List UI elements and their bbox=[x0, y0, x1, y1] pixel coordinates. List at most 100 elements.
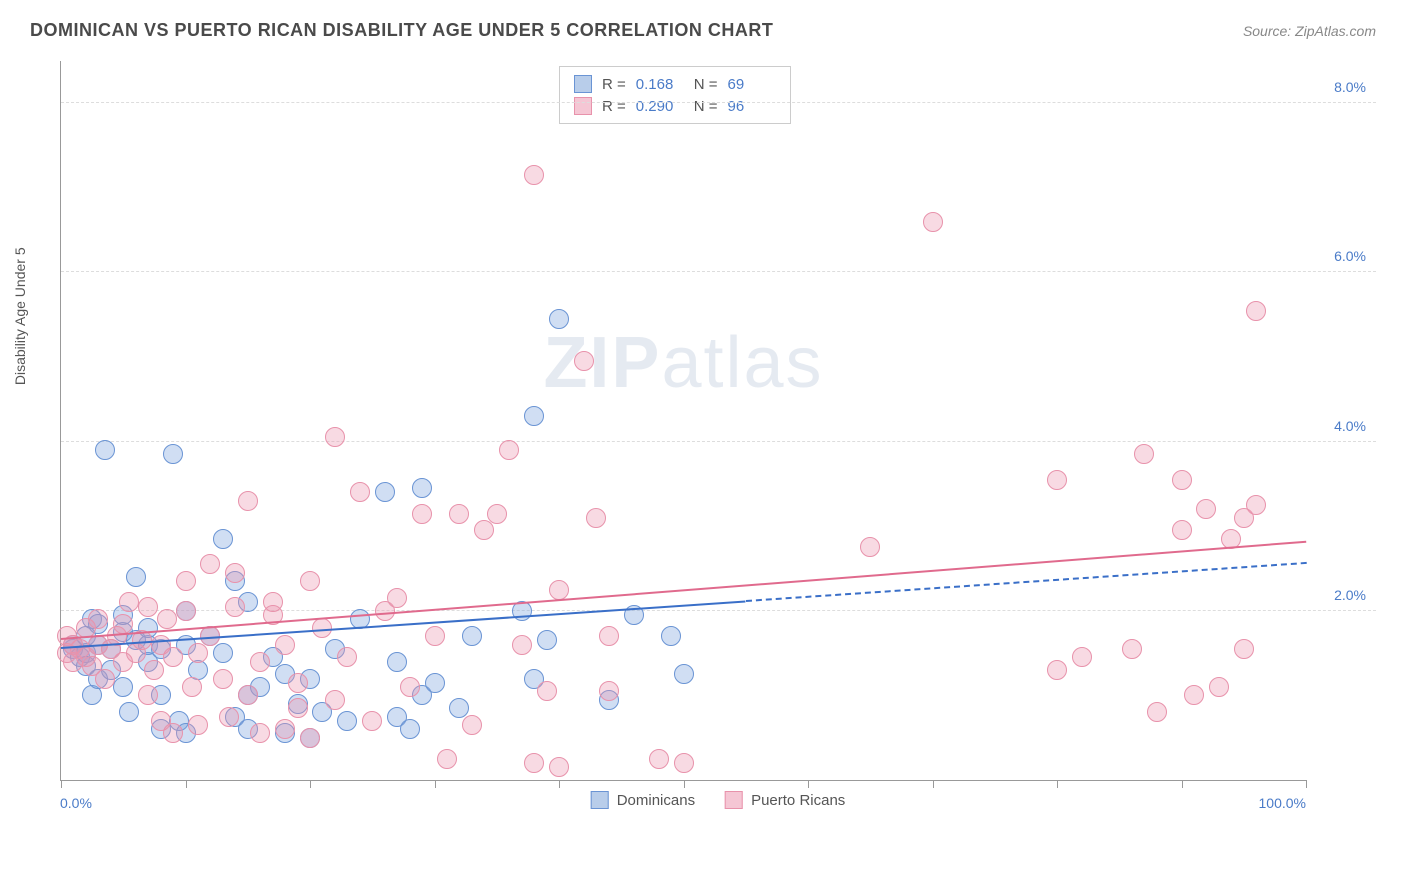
scatter-point bbox=[425, 673, 445, 693]
scatter-point bbox=[400, 719, 420, 739]
stat-n-value: 96 bbox=[728, 98, 776, 115]
x-max-label: 100.0% bbox=[1259, 795, 1306, 811]
scatter-point bbox=[176, 571, 196, 591]
source-attribution: Source: ZipAtlas.com bbox=[1243, 23, 1376, 39]
scatter-point bbox=[487, 504, 507, 524]
scatter-point bbox=[337, 647, 357, 667]
scatter-point bbox=[250, 723, 270, 743]
scatter-point bbox=[138, 685, 158, 705]
stat-r-label: R = bbox=[602, 76, 626, 93]
scatter-point bbox=[350, 482, 370, 502]
scatter-point bbox=[188, 643, 208, 663]
scatter-point bbox=[649, 749, 669, 769]
gridline bbox=[61, 610, 1376, 611]
scatter-point bbox=[549, 757, 569, 777]
stat-n-label: N = bbox=[694, 76, 718, 93]
y-axis-label: Disability Age Under 5 bbox=[12, 247, 28, 385]
scatter-point bbox=[163, 723, 183, 743]
scatter-point bbox=[499, 440, 519, 460]
scatter-point bbox=[474, 520, 494, 540]
scatter-point bbox=[375, 482, 395, 502]
scatter-point bbox=[400, 677, 420, 697]
scatter-point bbox=[238, 491, 258, 511]
scatter-point bbox=[661, 626, 681, 646]
scatter-point bbox=[923, 212, 943, 232]
y-tick-label: 6.0% bbox=[1334, 248, 1366, 264]
scatter-point bbox=[188, 715, 208, 735]
stat-r-value: 0.290 bbox=[636, 98, 684, 115]
scatter-point bbox=[437, 749, 457, 769]
x-tick bbox=[186, 780, 187, 788]
scatter-point bbox=[537, 630, 557, 650]
scatter-point bbox=[275, 635, 295, 655]
scatter-point bbox=[1246, 301, 1266, 321]
scatter-point bbox=[412, 504, 432, 524]
scatter-point bbox=[1172, 520, 1192, 540]
scatter-point bbox=[537, 681, 557, 701]
scatter-point bbox=[674, 753, 694, 773]
scatter-point bbox=[549, 580, 569, 600]
scatter-point bbox=[88, 609, 108, 629]
x-tick bbox=[1182, 780, 1183, 788]
stats-swatch bbox=[574, 97, 592, 115]
scatter-point bbox=[225, 563, 245, 583]
scatter-point bbox=[425, 626, 445, 646]
x-tick bbox=[310, 780, 311, 788]
scatter-point bbox=[325, 690, 345, 710]
scatter-point bbox=[1209, 677, 1229, 697]
scatter-point bbox=[275, 719, 295, 739]
plot-area: ZIPatlas R =0.168N =69R =0.290N =96 2.0%… bbox=[60, 61, 1306, 781]
scatter-point bbox=[1147, 702, 1167, 722]
scatter-point bbox=[674, 664, 694, 684]
scatter-point bbox=[119, 702, 139, 722]
scatter-point bbox=[549, 309, 569, 329]
scatter-point bbox=[524, 753, 544, 773]
scatter-point bbox=[1122, 639, 1142, 659]
scatter-point bbox=[1134, 444, 1154, 464]
stat-n-value: 69 bbox=[728, 76, 776, 93]
stats-row: R =0.290N =96 bbox=[574, 95, 776, 117]
scatter-point bbox=[1172, 470, 1192, 490]
scatter-point bbox=[1047, 660, 1067, 680]
bottom-legend: Dominicans Puerto Ricans bbox=[591, 791, 846, 809]
stats-row: R = 0.168 N = 69 bbox=[574, 73, 776, 95]
scatter-point bbox=[213, 669, 233, 689]
scatter-point bbox=[126, 567, 146, 587]
scatter-point bbox=[462, 626, 482, 646]
y-tick-label: 2.0% bbox=[1334, 587, 1366, 603]
scatter-point bbox=[138, 597, 158, 617]
scatter-point bbox=[213, 529, 233, 549]
scatter-point bbox=[113, 677, 133, 697]
scatter-point bbox=[1234, 639, 1254, 659]
scatter-point bbox=[512, 635, 532, 655]
x-tick bbox=[61, 780, 62, 788]
scatter-point bbox=[325, 427, 345, 447]
scatter-point bbox=[362, 711, 382, 731]
scatter-point bbox=[1184, 685, 1204, 705]
header: DOMINICAN VS PUERTO RICAN DISABILITY AGE… bbox=[0, 0, 1406, 51]
stats-legend-box: R = 0.168 N = 69 R =0.290N =96 bbox=[559, 66, 791, 124]
scatter-point bbox=[387, 652, 407, 672]
scatter-point bbox=[300, 728, 320, 748]
scatter-point bbox=[250, 652, 270, 672]
source-link[interactable]: ZipAtlas.com bbox=[1295, 23, 1376, 39]
scatter-point bbox=[144, 660, 164, 680]
trend-line-dashed bbox=[746, 562, 1306, 602]
scatter-point bbox=[524, 406, 544, 426]
scatter-point bbox=[1196, 499, 1216, 519]
x-tick bbox=[559, 780, 560, 788]
scatter-point bbox=[288, 673, 308, 693]
scatter-point bbox=[182, 677, 202, 697]
y-tick-label: 8.0% bbox=[1334, 79, 1366, 95]
x-tick bbox=[1057, 780, 1058, 788]
scatter-point bbox=[387, 588, 407, 608]
scatter-point bbox=[263, 592, 283, 612]
scatter-point bbox=[524, 165, 544, 185]
swatch-puerto-ricans bbox=[725, 791, 743, 809]
gridline bbox=[61, 271, 1376, 272]
scatter-point bbox=[449, 504, 469, 524]
gridline bbox=[61, 441, 1376, 442]
trend-line bbox=[61, 541, 1306, 640]
stat-r-value: 0.168 bbox=[636, 76, 684, 93]
scatter-point bbox=[599, 681, 619, 701]
